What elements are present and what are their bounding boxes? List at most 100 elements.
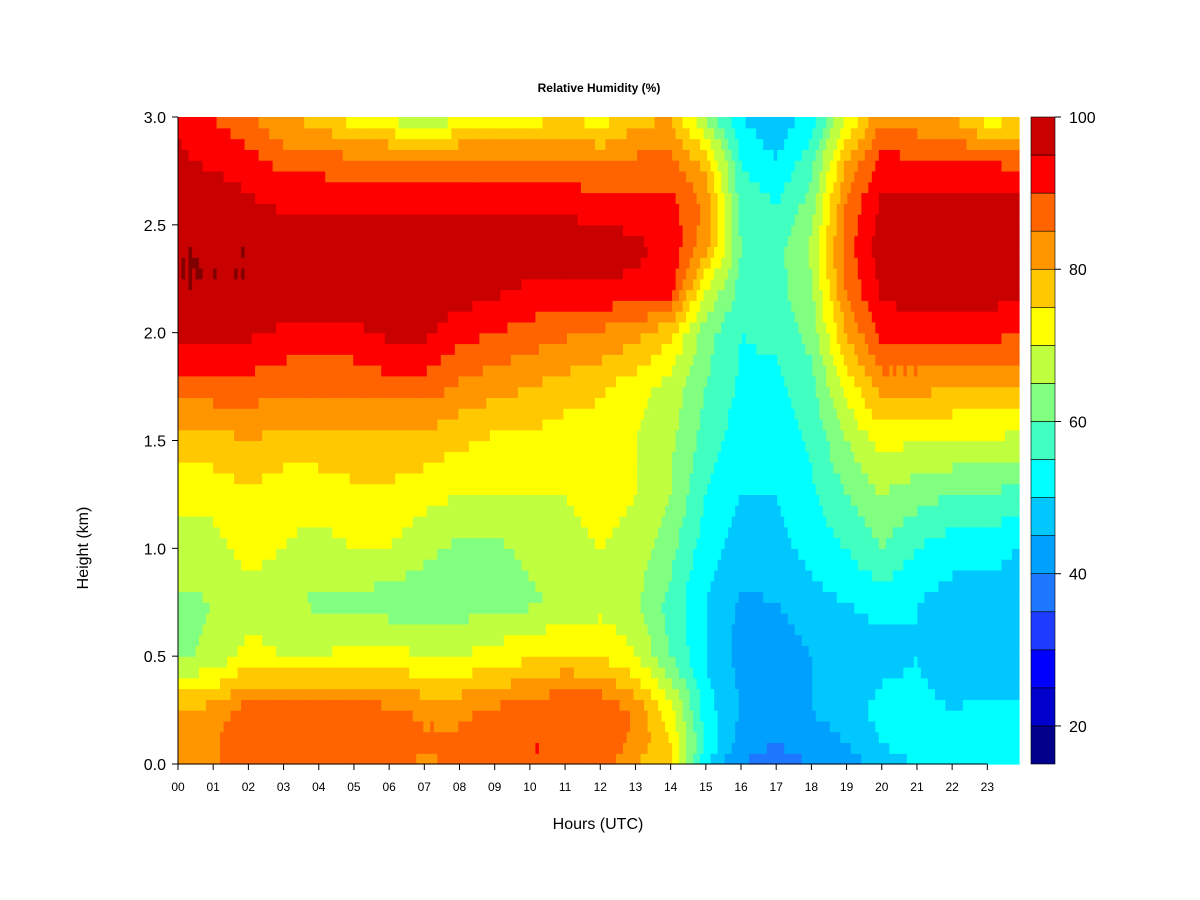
heatmap-cell bbox=[966, 753, 971, 765]
heatmap-cell bbox=[794, 710, 799, 722]
heatmap-cell bbox=[889, 742, 894, 754]
heatmap-cell bbox=[602, 559, 607, 571]
heatmap-cell bbox=[920, 742, 925, 754]
heatmap-cell bbox=[563, 623, 568, 636]
heatmap-cell bbox=[752, 688, 757, 700]
heatmap-cell bbox=[1008, 613, 1013, 625]
heatmap-cell bbox=[864, 666, 869, 679]
heatmap-cell bbox=[1001, 569, 1006, 582]
heatmap-cell bbox=[244, 559, 249, 571]
heatmap-cell bbox=[374, 677, 379, 690]
heatmap-cell bbox=[573, 634, 579, 646]
heatmap-cell bbox=[962, 645, 968, 657]
heatmap-cell bbox=[528, 699, 533, 711]
heatmap-cell bbox=[381, 548, 386, 560]
heatmap-cell bbox=[833, 645, 838, 657]
heatmap-cell bbox=[591, 580, 596, 593]
heatmap-cell bbox=[815, 666, 820, 679]
heatmap-cell bbox=[833, 569, 838, 582]
heatmap-cell bbox=[773, 634, 778, 646]
heatmap-cell bbox=[328, 699, 333, 711]
heatmap-cell bbox=[854, 559, 859, 571]
heatmap-cell bbox=[598, 569, 603, 582]
heatmap-cell bbox=[206, 613, 211, 625]
heatmap-cell bbox=[342, 656, 347, 668]
heatmap-cell bbox=[679, 656, 684, 668]
heatmap-cell bbox=[777, 720, 782, 733]
heatmap-cell bbox=[251, 720, 256, 733]
heatmap-cell bbox=[542, 666, 547, 679]
heatmap-cell bbox=[286, 623, 291, 636]
heatmap-cell bbox=[591, 742, 596, 754]
heatmap-cell bbox=[980, 645, 985, 657]
heatmap-cell bbox=[997, 742, 1003, 754]
heatmap-cell bbox=[528, 569, 533, 582]
heatmap-cell bbox=[955, 666, 961, 679]
heatmap-cell bbox=[500, 602, 505, 614]
heatmap-cell bbox=[829, 742, 834, 754]
heatmap-cell bbox=[612, 559, 617, 571]
heatmap-cell bbox=[381, 699, 386, 711]
heatmap-cell bbox=[833, 742, 838, 754]
heatmap-cell bbox=[833, 666, 838, 679]
heatmap-cell bbox=[710, 569, 715, 582]
heatmap-cell bbox=[321, 602, 326, 614]
heatmap-cell bbox=[367, 656, 372, 668]
heatmap-cell bbox=[633, 559, 638, 571]
heatmap-cell bbox=[230, 591, 235, 603]
heatmap-cell bbox=[192, 613, 197, 625]
heatmap-cell bbox=[686, 645, 691, 657]
heatmap-cell bbox=[665, 569, 670, 582]
heatmap-cell bbox=[493, 569, 498, 582]
heatmap-cell bbox=[409, 710, 414, 722]
heatmap-cell bbox=[752, 731, 757, 744]
heatmap-cell bbox=[531, 645, 537, 657]
heatmap-cell bbox=[882, 569, 887, 582]
heatmap-cell bbox=[784, 710, 789, 722]
heatmap-cell bbox=[966, 580, 971, 593]
heatmap-cell bbox=[447, 677, 452, 690]
heatmap-cell bbox=[402, 537, 407, 549]
heatmap-cell bbox=[178, 699, 183, 711]
heatmap-cell bbox=[630, 677, 635, 690]
heatmap-cell bbox=[451, 677, 456, 690]
heatmap-cell bbox=[381, 753, 386, 765]
heatmap-cell bbox=[458, 742, 463, 754]
heatmap-cell bbox=[990, 634, 996, 646]
heatmap-cell bbox=[1008, 742, 1013, 754]
heatmap-cell bbox=[952, 753, 957, 765]
heatmap-cell bbox=[798, 677, 803, 690]
heatmap-cell bbox=[910, 688, 915, 700]
heatmap-cell bbox=[213, 580, 218, 593]
heatmap-cell bbox=[682, 591, 687, 603]
heatmap-cell bbox=[538, 742, 544, 754]
heatmap-cell bbox=[573, 731, 579, 744]
heatmap-cell bbox=[868, 580, 873, 593]
heatmap-cell bbox=[661, 677, 666, 690]
heatmap-cell bbox=[626, 537, 631, 549]
heatmap-cell bbox=[482, 591, 487, 603]
heatmap-cell bbox=[840, 677, 845, 690]
heatmap-cell bbox=[784, 634, 789, 646]
heatmap-cell bbox=[1015, 753, 1020, 765]
heatmap-cell bbox=[843, 591, 848, 603]
heatmap-cell bbox=[616, 569, 621, 582]
heatmap-cell bbox=[777, 537, 782, 549]
heatmap-cell bbox=[570, 569, 575, 582]
heatmap-cell bbox=[440, 666, 445, 679]
heatmap-cell bbox=[969, 613, 975, 625]
heatmap-cell bbox=[973, 677, 978, 690]
heatmap-cell bbox=[745, 548, 750, 560]
heatmap-cell bbox=[335, 688, 340, 700]
heatmap-cell bbox=[738, 537, 743, 549]
heatmap-cell bbox=[437, 613, 442, 625]
heatmap-cell bbox=[976, 677, 982, 690]
heatmap-cell bbox=[342, 634, 347, 646]
heatmap-cell bbox=[763, 569, 768, 582]
heatmap-cell bbox=[651, 731, 656, 744]
heatmap-cell bbox=[437, 634, 442, 646]
heatmap-cell bbox=[766, 591, 771, 603]
heatmap-cell bbox=[398, 677, 403, 690]
heatmap-cell bbox=[479, 688, 484, 700]
heatmap-cell bbox=[630, 613, 635, 625]
